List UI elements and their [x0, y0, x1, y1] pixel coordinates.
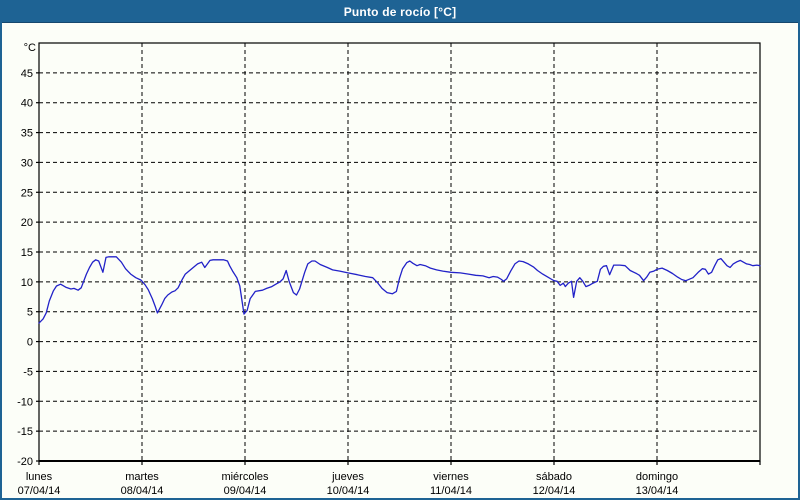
chart-generated-content: 45 40 35 30 25 20 15 10 5 0 -5 -10 -15 -20 lunes 07/04/… [17, 42, 761, 497]
y-tick-label: 20 [21, 217, 33, 229]
x-day-date: 12/04/14 [533, 485, 576, 497]
x-day-name: miércoles [221, 471, 269, 483]
series-line-dewpoint [38, 256, 761, 324]
x-day-date: 13/04/14 [636, 485, 679, 497]
x-day-name: sábado [536, 471, 572, 483]
x-day-date: 11/04/14 [430, 485, 472, 497]
x-day-date: 07/04/14 [18, 485, 61, 497]
y-tick-label: 25 [21, 187, 33, 199]
y-axis-unit-label: °C [24, 42, 36, 54]
y-tick-label: 10 [21, 277, 33, 289]
y-tick-label: -15 [17, 426, 33, 438]
y-tick-label: 45 [21, 68, 33, 80]
y-tick-label: -20 [17, 456, 33, 468]
x-day-name: domingo [636, 471, 678, 483]
x-day-date: 10/04/14 [327, 485, 370, 497]
x-day-name: lunes [26, 471, 53, 483]
x-day-date: 08/04/14 [121, 485, 164, 497]
window-titlebar: Punto de rocío [°C] [2, 2, 798, 23]
x-day-name: jueves [331, 471, 364, 483]
dewpoint-line-chart: 45 40 35 30 25 20 15 10 5 0 -5 -10 -15 -20 lunes 07/04/… [17, 42, 761, 497]
x-day-name: viernes [433, 471, 469, 483]
y-tick-label: 40 [21, 98, 33, 110]
x-day-name: martes [125, 471, 159, 483]
y-tick-label: 0 [27, 337, 33, 349]
y-tick-label: 35 [21, 128, 33, 140]
y-tick-label: -10 [17, 396, 33, 408]
chart-host: 45 40 35 30 25 20 15 10 5 0 -5 -10 -15 -20 lunes 07/04/… [2, 23, 798, 498]
x-day-date: 09/04/14 [224, 485, 267, 497]
y-tick-label: 15 [21, 247, 33, 259]
y-tick-label: 5 [27, 307, 33, 319]
page-title: Punto de rocío [°C] [343, 5, 457, 19]
y-tick-label: 30 [21, 157, 33, 169]
y-tick-label: -5 [23, 366, 33, 378]
